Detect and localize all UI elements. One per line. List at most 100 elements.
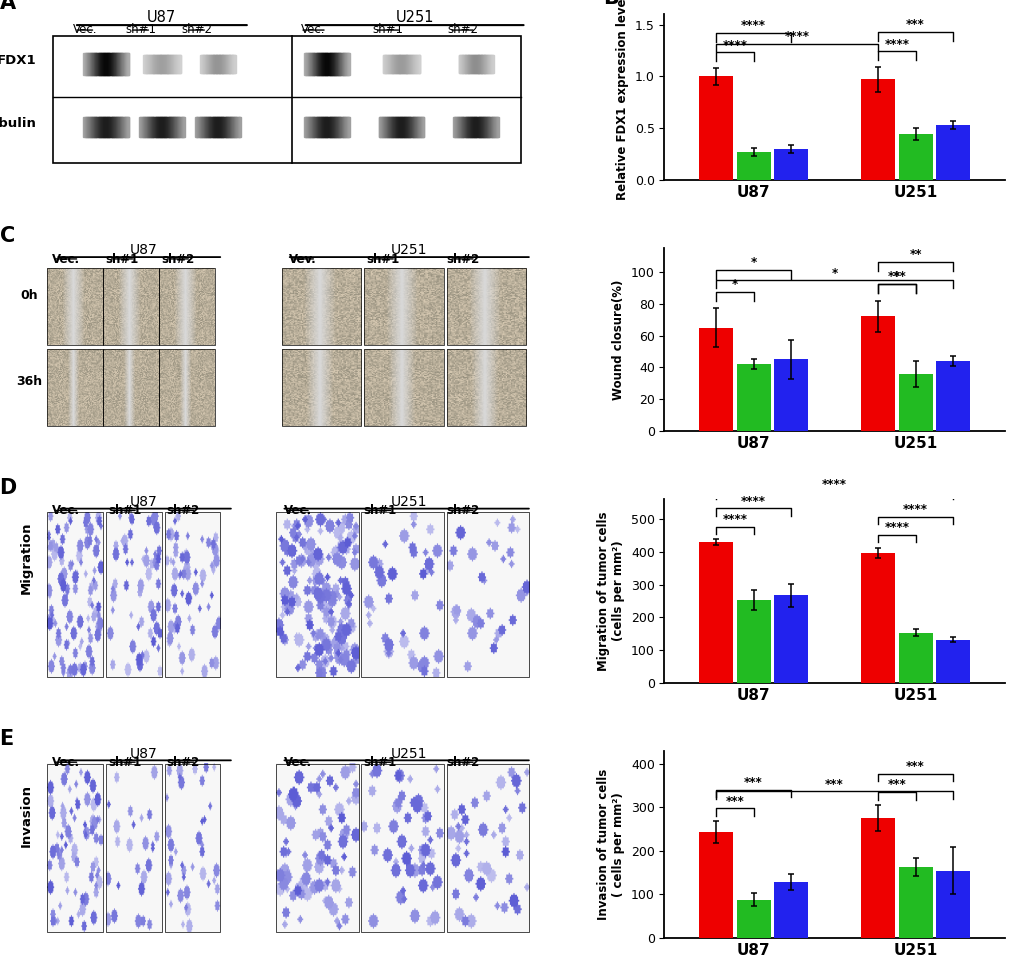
Text: Vec.: Vec. [283,756,312,769]
Bar [412,117,413,137]
Bar [316,117,318,137]
Text: *: * [750,256,756,269]
Bar [338,117,339,137]
Bar [179,117,181,137]
Bar [319,53,320,75]
Bar [416,117,417,137]
Bar [102,117,103,137]
Bar [305,53,306,75]
Bar [395,117,397,137]
Text: ***: *** [905,760,924,773]
Bar [128,117,129,137]
Bar [934,361,969,432]
Bar [934,871,969,938]
Bar [317,53,318,75]
Bar [114,117,115,137]
Bar [467,117,468,137]
Bar [311,53,313,75]
Text: A: A [0,0,15,12]
Bar [227,117,229,137]
Bar [96,117,97,137]
Bar [48,764,103,932]
Bar [898,633,931,682]
Bar [393,117,394,137]
Bar [318,117,319,137]
Bar [306,53,307,75]
Bar [87,117,88,137]
Bar [228,117,229,137]
Bar [177,117,178,137]
Bar [319,53,320,75]
Bar [146,117,147,137]
Bar [325,53,326,75]
Bar [494,117,495,137]
Bar [161,117,162,137]
Bar [159,348,215,426]
Bar [346,53,347,75]
Bar [860,79,895,180]
Bar [330,53,331,75]
Bar [348,53,350,75]
Bar [123,117,124,137]
Bar [330,53,331,75]
Bar [99,53,100,75]
Bar [164,117,165,137]
Bar [141,117,142,137]
Bar [97,117,98,137]
Text: ***: *** [744,776,762,789]
Bar [473,117,474,137]
Bar [330,117,331,137]
Bar [121,117,122,137]
Bar [345,53,346,75]
Bar [104,117,105,137]
Bar [196,117,197,137]
Bar [388,117,389,137]
Bar [88,117,89,137]
Y-axis label: Invasion of tumor cells
( cells per mm²): Invasion of tumor cells ( cells per mm²) [597,768,625,920]
Bar [485,117,486,137]
Bar [453,117,454,137]
Bar [99,117,100,137]
Bar [95,117,96,137]
Bar [328,117,329,137]
Bar [361,512,443,678]
Bar [305,117,306,137]
Bar [419,117,420,137]
Bar [493,117,494,137]
Bar [312,117,313,137]
Bar [117,117,118,137]
Bar [85,53,86,75]
Bar [452,117,453,137]
Bar [163,117,164,137]
Bar [407,117,408,137]
Bar [94,117,95,137]
Bar [421,117,422,137]
Text: 0h: 0h [20,289,38,302]
Bar [311,117,312,137]
Text: ***: *** [824,778,843,790]
Bar [406,117,408,137]
Bar [898,867,931,938]
Bar [96,53,97,75]
Bar [109,117,110,137]
Bar [147,117,148,137]
Bar [154,117,155,137]
Bar [103,53,104,75]
Bar [322,53,323,75]
Bar [348,117,350,137]
Bar [337,117,338,137]
Bar [176,117,177,137]
Bar [478,117,479,137]
Text: sh#1: sh#1 [108,504,141,517]
Text: Vec.: Vec. [72,23,97,36]
Bar [115,117,116,137]
Bar [490,117,492,137]
Bar [176,117,177,137]
Bar [154,117,156,137]
Bar [223,117,224,137]
Bar [386,117,387,137]
Bar [281,268,361,345]
Bar [86,117,87,137]
Bar [403,117,404,137]
Bar [237,117,238,137]
